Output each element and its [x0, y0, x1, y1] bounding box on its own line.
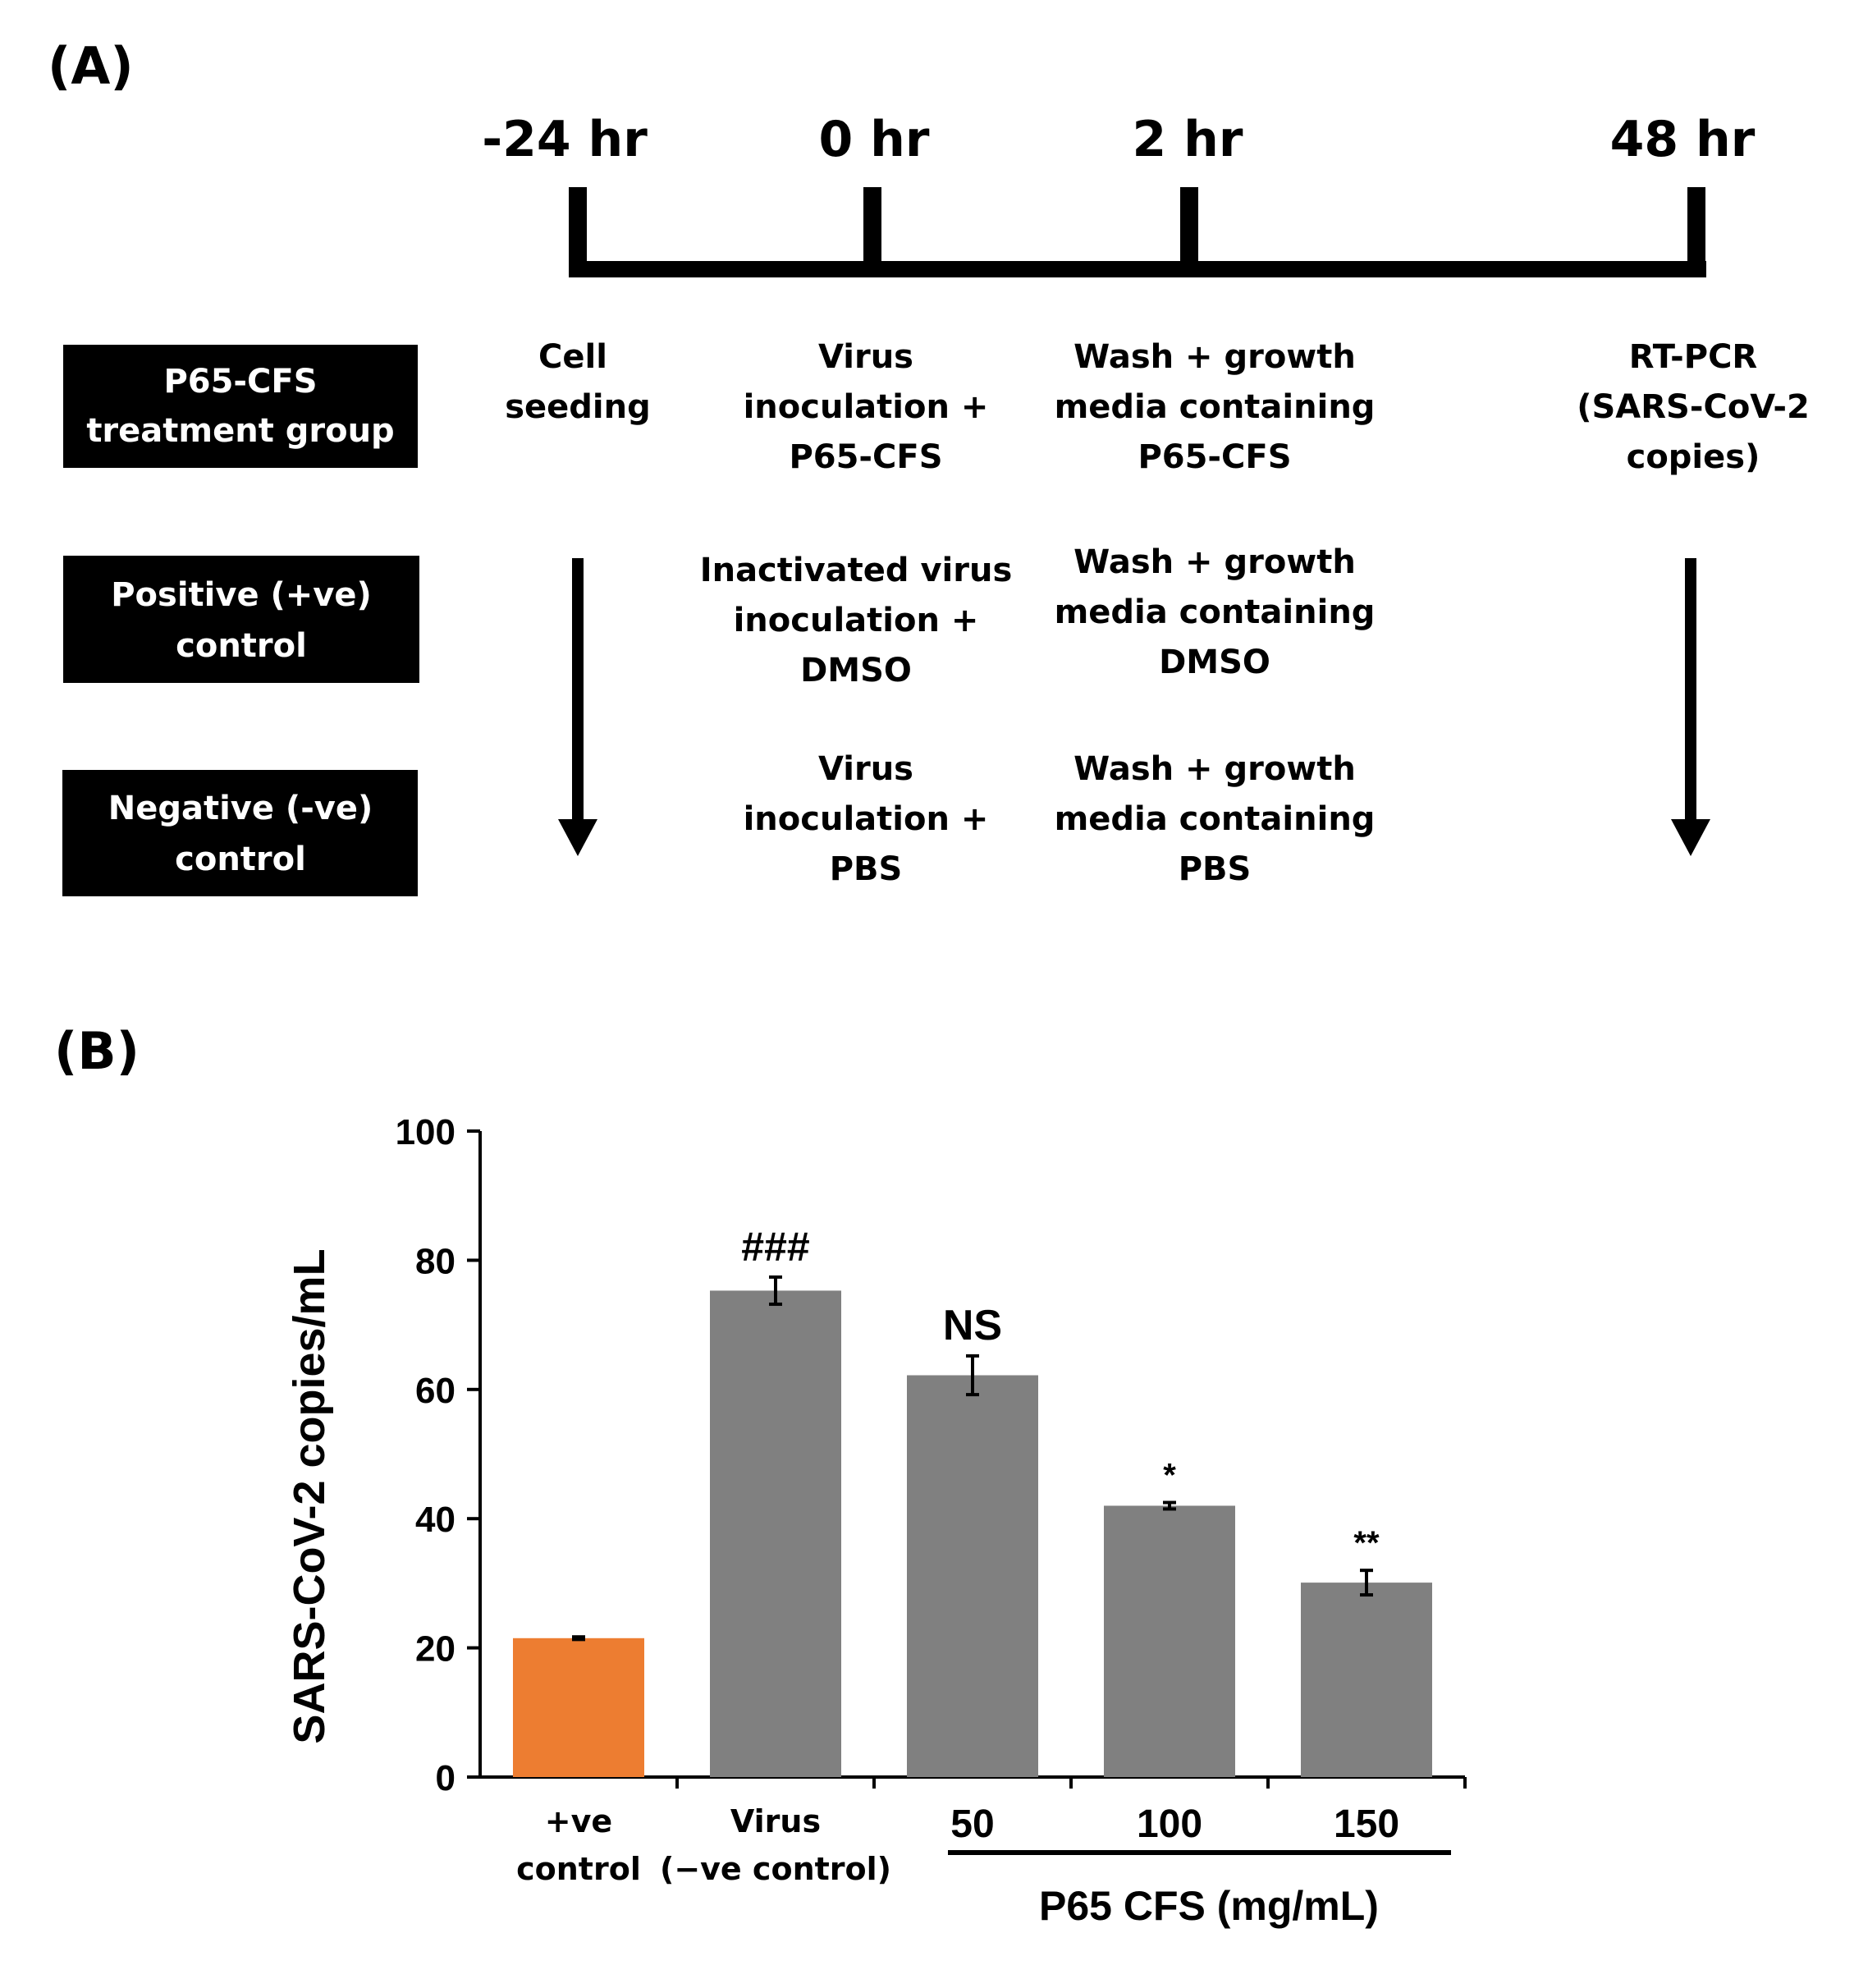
- step-line: Virus: [818, 750, 913, 788]
- step-line: inoculation +: [734, 602, 979, 639]
- group-box-treatment: [63, 345, 418, 468]
- error-bar: [769, 1275, 782, 1306]
- step-line: P65-CFS: [789, 438, 942, 476]
- step-line: media containing: [1055, 800, 1376, 838]
- y-tick-label: 0: [436, 1758, 455, 1798]
- x-tick-labels: +ve control Virus (−ve control) 50 100 150: [516, 1802, 1399, 1887]
- timepoint-label: -24 hr: [482, 111, 648, 168]
- error-bar: [1163, 1500, 1176, 1511]
- group-label: P65 CFS (mg/mL): [1039, 1883, 1379, 1929]
- x-axis: [480, 1775, 1467, 1789]
- significance-label: NS: [943, 1302, 1002, 1349]
- bars: [513, 1290, 1432, 1777]
- timeline: -24 hr 0 hr 2 hr 48 hr: [482, 111, 1756, 277]
- error-bar: [966, 1354, 979, 1397]
- step-line: PBS: [1179, 850, 1252, 888]
- x-tick-label: 50: [950, 1802, 994, 1846]
- x-tick-label: 100: [1137, 1802, 1202, 1846]
- y-tick-label: 60: [415, 1371, 455, 1411]
- timeline-tick-4: [1687, 187, 1705, 277]
- step-line: seeding: [505, 388, 651, 426]
- step-line: (SARS-CoV-2: [1577, 388, 1810, 426]
- x-tick-label: control: [516, 1851, 641, 1887]
- step-line: RT-PCR: [1629, 338, 1757, 376]
- step-line: Virus: [818, 338, 913, 376]
- down-arrow-left: [558, 558, 597, 856]
- group-name-line: Positive (+ve): [111, 576, 372, 614]
- step-line: media containing: [1055, 388, 1376, 426]
- error-bar: [1360, 1569, 1373, 1597]
- y-tick-label: 80: [415, 1241, 455, 1281]
- bar: [907, 1375, 1038, 1777]
- timepoint-label: 0 hr: [819, 111, 930, 168]
- step-line: DMSO: [1159, 644, 1270, 681]
- y-axis-label: SARS-CoV-2 copies/mL: [285, 1248, 334, 1743]
- group-name-line: treatment group: [86, 412, 394, 450]
- step-line: PBS: [830, 850, 903, 888]
- group-name-line: control: [176, 627, 307, 665]
- group-name-line: Negative (-ve): [108, 790, 373, 827]
- error-bar: [572, 1635, 585, 1642]
- step-line: inoculation +: [744, 800, 989, 838]
- step-line: Wash + growth: [1073, 543, 1356, 581]
- panel-a-label: (A): [48, 36, 134, 96]
- group-box-negative-control: [62, 770, 418, 896]
- timeline-tick-3: [1180, 187, 1198, 277]
- x-tick-label: (−ve control): [660, 1851, 891, 1887]
- y-axis: 0 20 40 60 80 100: [396, 1112, 482, 1798]
- x-tick-label: 150: [1334, 1802, 1399, 1846]
- bar: [513, 1638, 644, 1777]
- timepoint-label: 2 hr: [1133, 111, 1243, 168]
- x-tick-label: +ve: [545, 1803, 612, 1839]
- significance-label: ###: [741, 1224, 809, 1270]
- step-line: DMSO: [800, 652, 912, 689]
- group-box-positive-control: [63, 556, 419, 683]
- bar: [1104, 1505, 1235, 1777]
- x-tick-label: Virus: [730, 1803, 821, 1839]
- group-name-line: P65-CFS: [163, 363, 317, 401]
- step-line: Inactivated virus: [700, 552, 1013, 589]
- bar: [1301, 1583, 1432, 1777]
- y-tick-label: 40: [415, 1500, 455, 1540]
- step-line: media containing: [1055, 593, 1376, 631]
- y-tick-label: 20: [415, 1629, 455, 1670]
- step-line: Wash + growth: [1073, 338, 1356, 376]
- timeline-axis: [569, 261, 1706, 277]
- group-name-line: control: [175, 841, 306, 878]
- significance-labels: ###NS***: [741, 1224, 1380, 1561]
- step-line: P65-CFS: [1138, 438, 1291, 476]
- step-line: Wash + growth: [1073, 750, 1356, 788]
- y-tick-label: 100: [396, 1112, 455, 1152]
- timeline-tick-2: [863, 187, 881, 277]
- timepoint-label: 48 hr: [1610, 111, 1756, 168]
- down-arrow-right: [1671, 558, 1710, 856]
- panel-b-label: (B): [54, 1021, 140, 1081]
- bar: [710, 1290, 841, 1777]
- step-line: inoculation +: [744, 388, 989, 426]
- significance-label: **: [1353, 1525, 1380, 1561]
- significance-label: *: [1163, 1458, 1176, 1494]
- step-line: copies): [1627, 438, 1760, 476]
- step-line: Cell: [538, 338, 607, 376]
- error-bars: [572, 1275, 1373, 1642]
- timeline-tick-1: [569, 187, 587, 277]
